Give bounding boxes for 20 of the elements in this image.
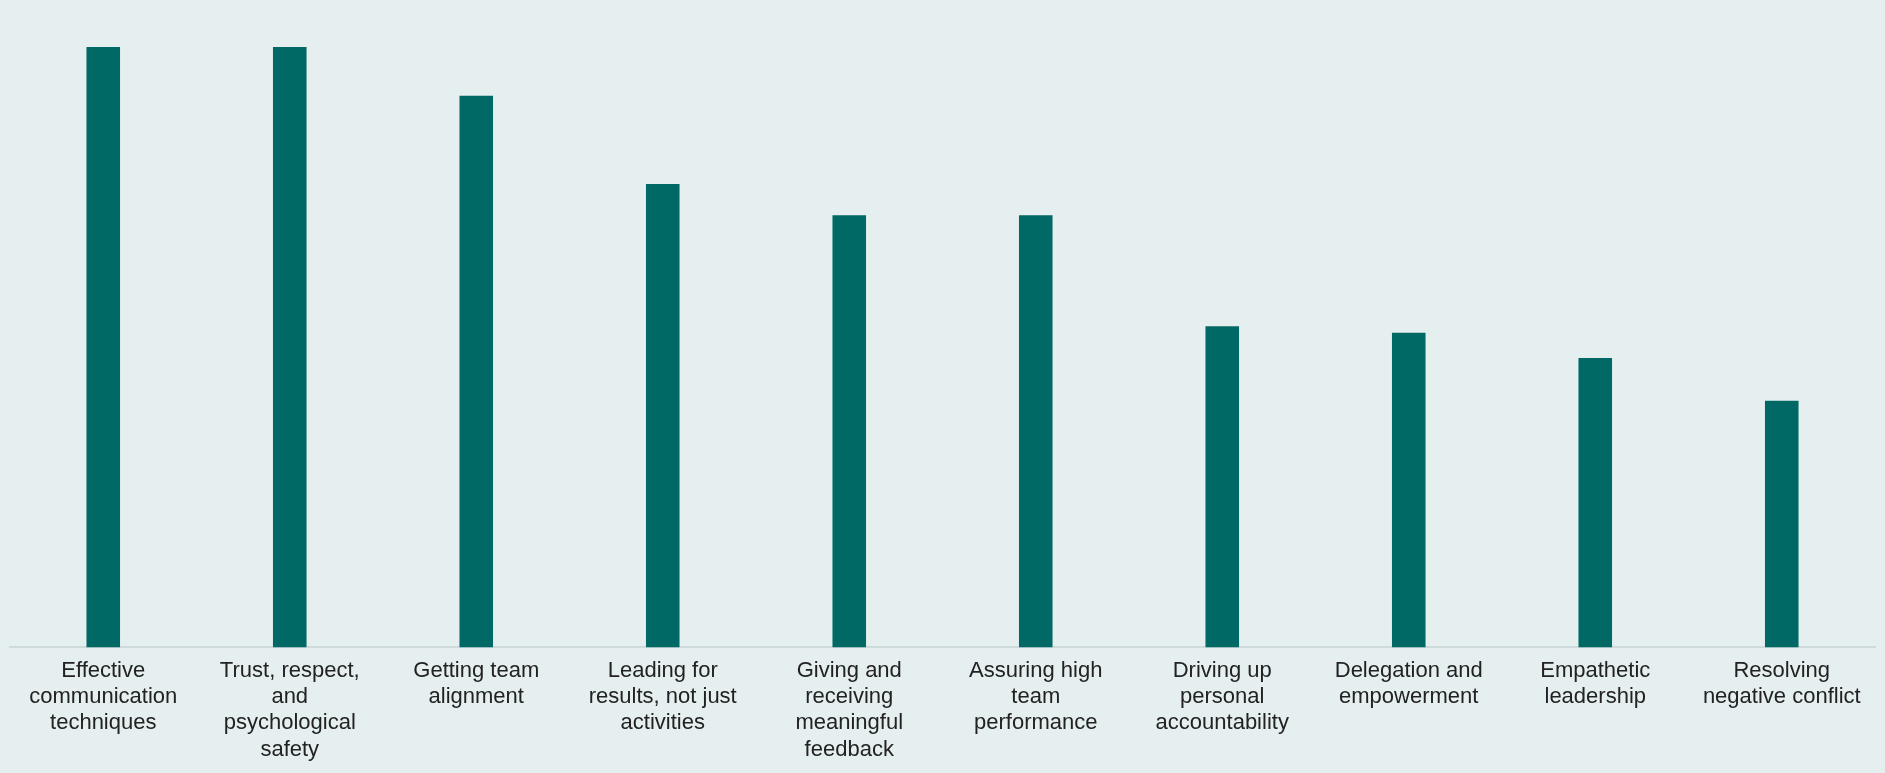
x-tick-label: Leading for results, not just activities [588, 656, 737, 735]
x-tick-label: Delegation and empowerment [1334, 656, 1483, 709]
x-tick-label: Resolving negative conflict [1702, 656, 1861, 709]
bar [645, 183, 680, 648]
x-tick-label: Giving and receiving meaningful feedback [795, 656, 904, 761]
x-tick-label: Effective communication techniques [29, 656, 178, 735]
x-tick-label: Trust, respect, and psychological safety [219, 656, 360, 761]
bar [1578, 358, 1613, 648]
bar [459, 95, 494, 648]
bar [272, 47, 307, 648]
bar [1764, 400, 1799, 648]
bar [1018, 215, 1053, 648]
bar [86, 47, 121, 648]
x-tick-label: Getting team alignment [413, 656, 540, 709]
x-tick-label: Empathetic leadership [1540, 656, 1651, 709]
x-tick-label: Driving up personal accountability [1155, 656, 1289, 735]
bar [1205, 326, 1240, 648]
bar [832, 215, 867, 648]
bar [1391, 332, 1426, 648]
x-tick-label: Assuring high team performance [969, 656, 1103, 735]
